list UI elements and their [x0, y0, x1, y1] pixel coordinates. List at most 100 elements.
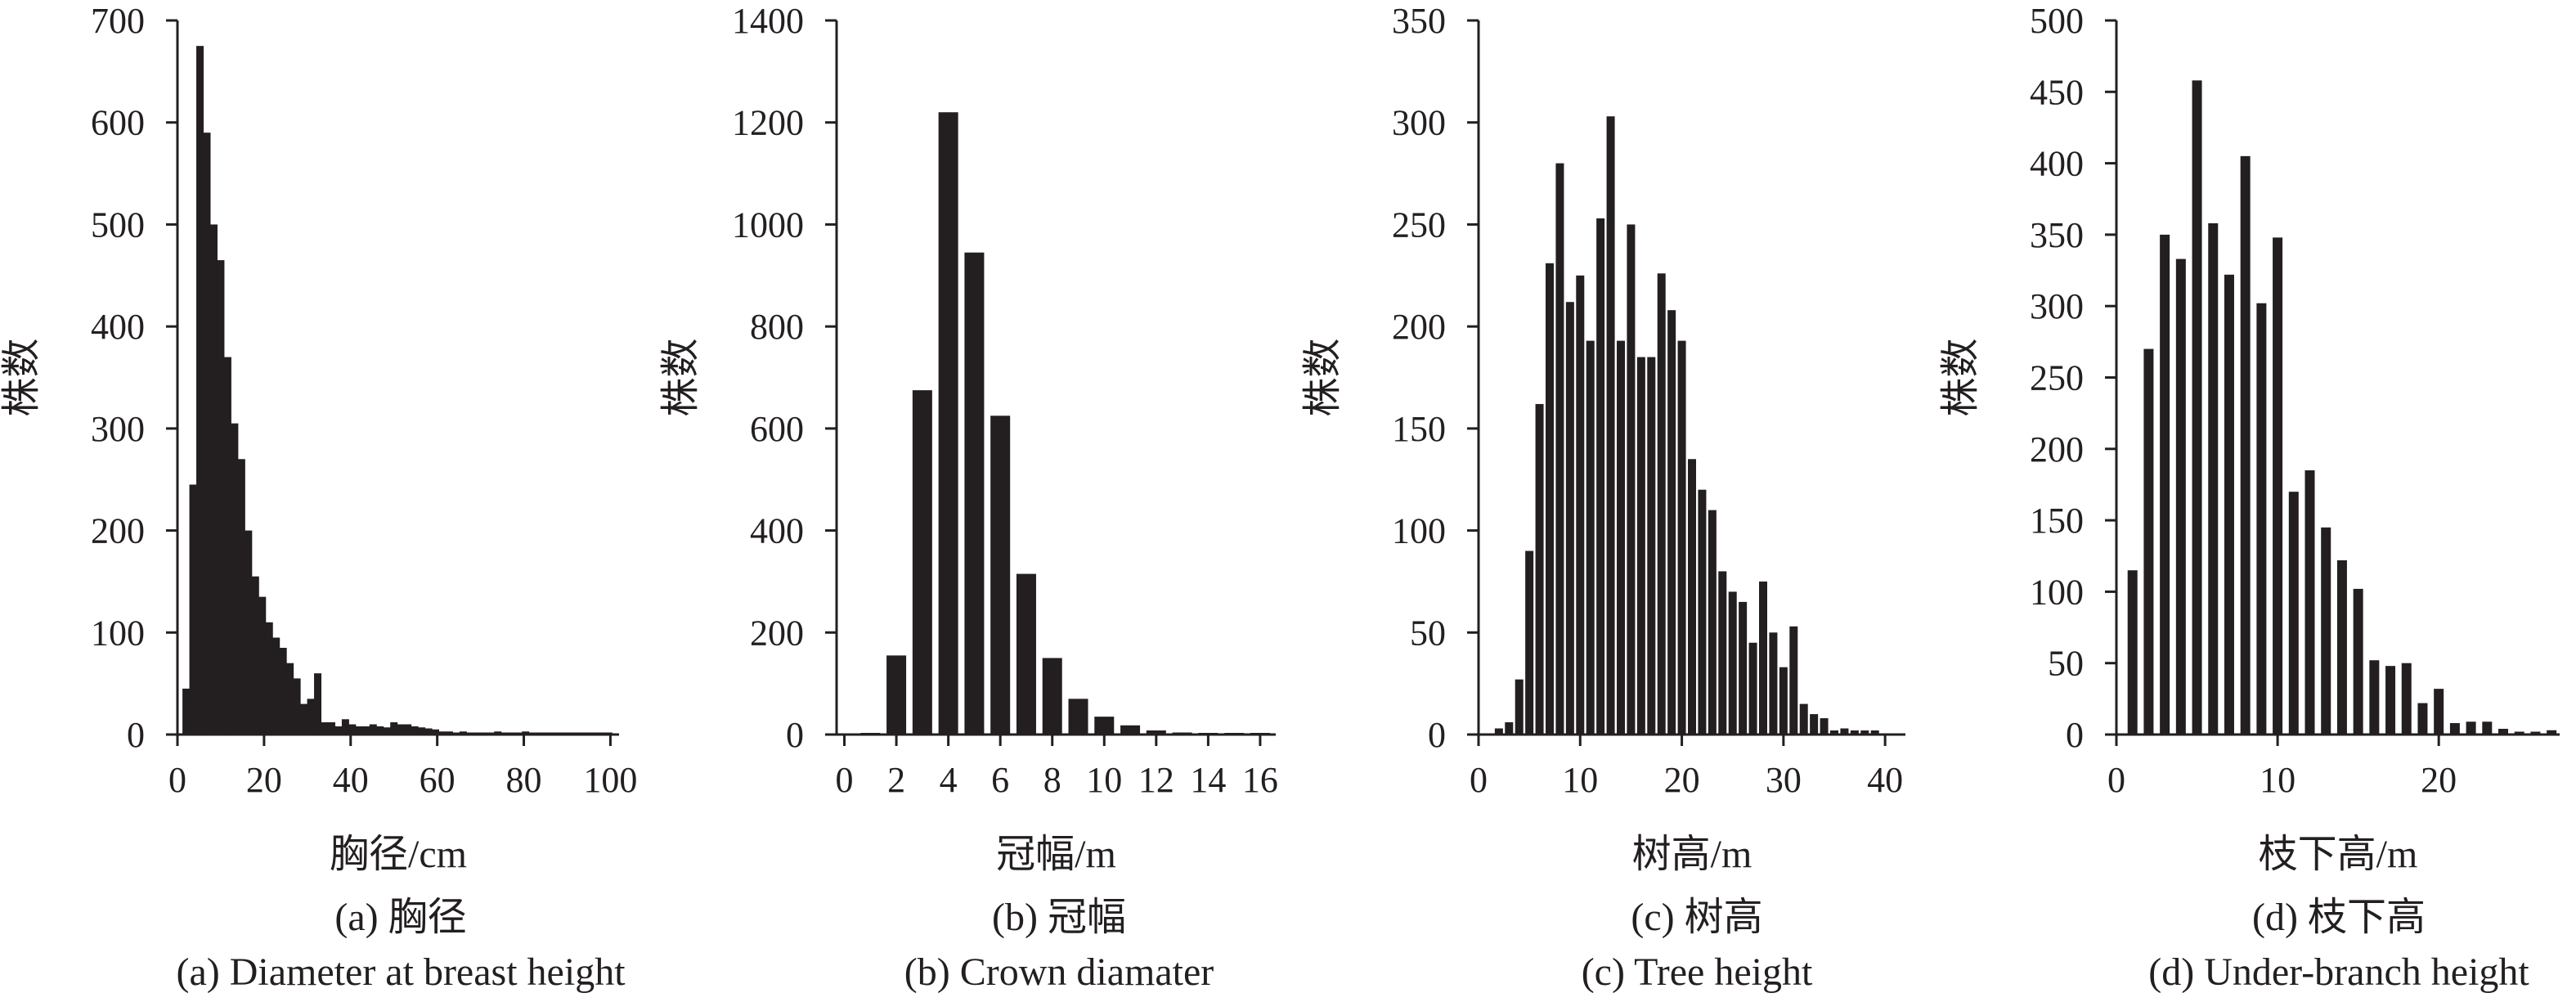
bar [2192, 80, 2202, 735]
bar [307, 699, 315, 735]
y-tick-label: 500 [2030, 1, 2084, 41]
bar [938, 112, 958, 735]
y-tick-label: 50 [1410, 613, 1446, 653]
bar [432, 729, 440, 735]
y-tick-label: 150 [2030, 501, 2084, 541]
panel-d-under-branch-height: 0 50 100 150 200 250 300 350 400 450 500 0 10 20 枝下高/… [1939, 1, 2560, 994]
x-tick-label: 60 [420, 760, 456, 800]
bar [1657, 273, 1666, 735]
bar [1515, 679, 1524, 735]
bar [272, 637, 280, 735]
bars-group [182, 46, 613, 735]
bar [2336, 559, 2347, 735]
bar [1708, 510, 1717, 735]
panel-c-tree-height: 0 50 100 150 200 250 300 350 0 10 20 30 40 树高/m 株数 (… [1301, 1, 1905, 994]
bar [258, 596, 267, 735]
bar [494, 731, 502, 735]
bar [438, 731, 447, 735]
x-tick-label: 4 [940, 760, 958, 800]
bar [445, 731, 453, 735]
bar [2385, 666, 2396, 735]
bar [209, 224, 218, 735]
bar [1860, 730, 1869, 735]
bar [397, 724, 405, 735]
bar [2224, 274, 2234, 735]
x-tick-label: 0 [2107, 760, 2125, 800]
bar [203, 133, 211, 735]
caption-en: (a) Diameter at breast height [176, 950, 626, 994]
bar [321, 722, 329, 735]
y-tick-label: 600 [750, 409, 804, 449]
bar [418, 727, 426, 735]
bar [196, 46, 204, 735]
bar [2466, 721, 2476, 735]
bar [1850, 730, 1859, 735]
x-tick-label: 8 [1043, 760, 1061, 800]
y-tick-label: 800 [750, 307, 804, 347]
x-tick-label: 2 [887, 760, 905, 800]
y-tick-label: 600 [91, 103, 145, 143]
y-tick-label: 100 [1392, 511, 1446, 551]
y-tick-label: 0 [2066, 715, 2084, 755]
bar [2530, 731, 2541, 735]
x-axis-title: 冠幅/m [996, 833, 1116, 876]
bar [1718, 571, 1727, 735]
bar [355, 726, 363, 735]
x-tick-label: 100 [583, 760, 637, 800]
bar [1596, 218, 1605, 735]
y-tick-label: 200 [750, 613, 804, 653]
x-axis-title: 胸径/cm [330, 833, 467, 876]
y-tick-label: 0 [786, 715, 804, 755]
bar [1779, 667, 1788, 735]
bar [1494, 728, 1503, 735]
caption-cn: (d) 枝下高 [2252, 896, 2426, 939]
bar [2401, 663, 2412, 735]
bar [217, 260, 225, 735]
bar [1739, 601, 1748, 735]
y-tick-label: 500 [91, 204, 145, 245]
y-tick-label: 350 [2030, 215, 2084, 255]
x-tick-label: 10 [1562, 760, 1598, 800]
y-axis-title: 株数 [1939, 338, 1982, 416]
bar [251, 576, 259, 735]
y-tick-label: 300 [91, 409, 145, 449]
y-tick-label: 400 [750, 511, 804, 551]
x-axis-title: 枝下高/m [2259, 833, 2418, 876]
bar [1789, 626, 1798, 735]
bar [1759, 581, 1767, 735]
bar [2514, 731, 2524, 735]
y-tick-label: 50 [2048, 644, 2084, 684]
bar [341, 719, 349, 735]
bars-group [2127, 80, 2557, 735]
caption-en: (d) Under-branch height [2148, 950, 2529, 994]
bar [2288, 492, 2299, 735]
bar [2417, 703, 2428, 735]
axes-group: 0 100 200 300 400 500 600 700 0 20 40 60 80 100 [91, 1, 637, 800]
bar [2143, 348, 2154, 735]
bar [1677, 340, 1686, 735]
bar [231, 423, 239, 735]
y-tick-label: 100 [91, 613, 145, 653]
panel-a-diameter: 0 100 200 300 400 500 600 700 0 20 40 60 80 100 胸径/cm… [0, 1, 637, 994]
bar [2240, 155, 2251, 735]
bar [265, 622, 273, 735]
x-tick-label: 80 [506, 760, 542, 800]
y-tick-label: 200 [2030, 429, 2084, 470]
y-tick-label: 100 [2030, 572, 2084, 612]
bar [2273, 237, 2283, 735]
bar [1840, 728, 1849, 735]
bar [424, 728, 433, 735]
bar [1748, 642, 1757, 735]
axes-group: 0 50 100 150 200 250 300 350 0 10 20 30 40 [1392, 1, 1905, 800]
x-tick-label: 10 [1086, 760, 1122, 800]
x-tick-label: 14 [1190, 760, 1226, 800]
x-tick-label: 0 [836, 760, 854, 800]
x-tick-label: 40 [333, 760, 369, 800]
bar [411, 726, 419, 735]
bar [1094, 717, 1115, 735]
bar [1647, 357, 1656, 735]
y-tick-label: 300 [1392, 103, 1446, 143]
bars-group [1494, 116, 1879, 735]
bar [2321, 527, 2331, 735]
